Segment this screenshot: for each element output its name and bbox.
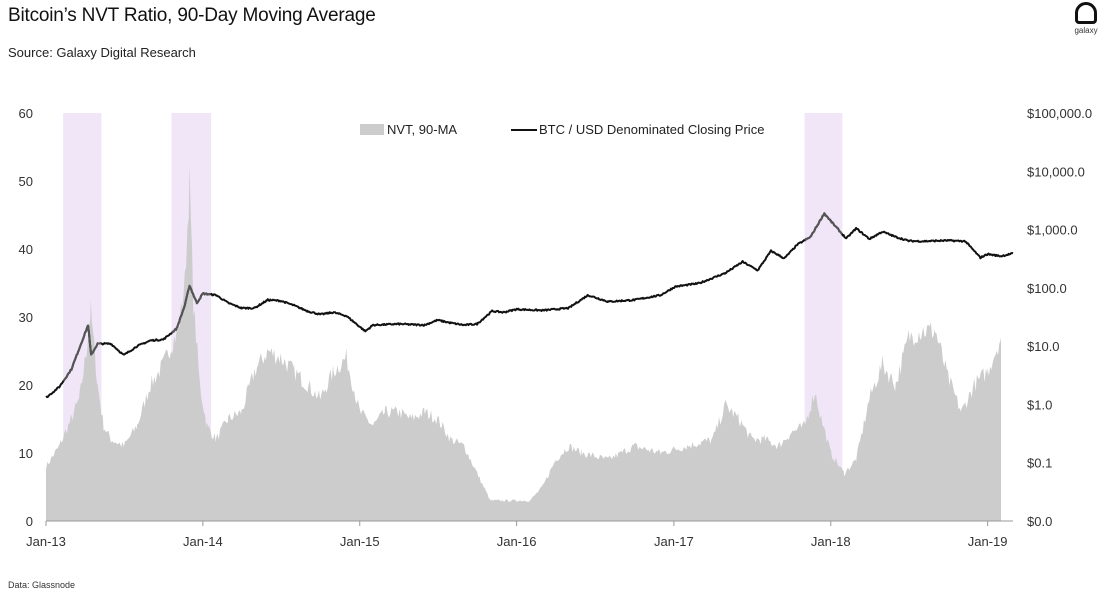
y-left-tick-60: 60 (19, 106, 33, 121)
chart-subtitle: Source: Galaxy Digital Research (8, 45, 196, 60)
y-left-tick-30: 30 (19, 310, 33, 325)
price-line-highlight-2 (171, 284, 211, 334)
data-source-footnote: Data: Glassnode (8, 580, 76, 590)
y-left-tick-10: 10 (19, 446, 33, 461)
y-left-tick-40: 40 (19, 242, 33, 257)
x-tick-label-Jan-19: Jan-19 (968, 534, 1008, 549)
legend-swatch-nvt (360, 124, 384, 135)
legend-label-price: BTC / USD Denominated Closing Price (539, 122, 764, 137)
y-right-tick-2: $1.0 (1027, 397, 1052, 412)
axes: 0 10 20 30 40 50 60 $0.0 $0.1 $1.0 $10.0 $100.0 $1,0… (19, 106, 1093, 549)
y-left-tick-20: 20 (19, 378, 33, 393)
galaxy-logo: galaxy (1068, 2, 1100, 35)
price-line-highlight-3 (804, 212, 843, 241)
y-right-tick-7: $100,000.0 (1027, 106, 1092, 121)
y-left-tick-0: 0 (26, 514, 33, 529)
y-right-tick-3: $10.0 (1027, 339, 1060, 354)
nvt-area-layer (46, 164, 1001, 521)
y-right-tick-5: $1,000.0 (1027, 223, 1078, 238)
nvt-area (46, 164, 1001, 521)
x-tick-label-Jan-17: Jan-17 (654, 534, 694, 549)
x-tick-label-Jan-14: Jan-14 (183, 534, 223, 549)
y-right-tick-6: $10,000.0 (1027, 164, 1085, 179)
galaxy-logo-icon (1075, 2, 1097, 24)
legend-label-nvt: NVT, 90-MA (387, 122, 457, 137)
legend: NVT, 90-MA BTC / USD Denominated Closing … (360, 122, 764, 137)
x-tick-label-Jan-18: Jan-18 (811, 534, 851, 549)
price-line-layer (45, 212, 1014, 399)
x-tick-label-Jan-13: Jan-13 (26, 534, 66, 549)
logo-text: galaxy (1074, 26, 1098, 35)
y-right-tick-1: $0.1 (1027, 456, 1052, 471)
x-tick-label-Jan-15: Jan-15 (340, 534, 380, 549)
y-right-tick-0: $0.0 (1027, 514, 1052, 529)
x-tick-label-Jan-16: Jan-16 (497, 534, 537, 549)
price-line-highlight-1 (62, 324, 102, 382)
y-right-tick-4: $100.0 (1027, 281, 1067, 296)
y-left-tick-50: 50 (19, 174, 33, 189)
chart-title: Bitcoin’s NVT Ratio, 90-Day Moving Avera… (8, 5, 376, 26)
